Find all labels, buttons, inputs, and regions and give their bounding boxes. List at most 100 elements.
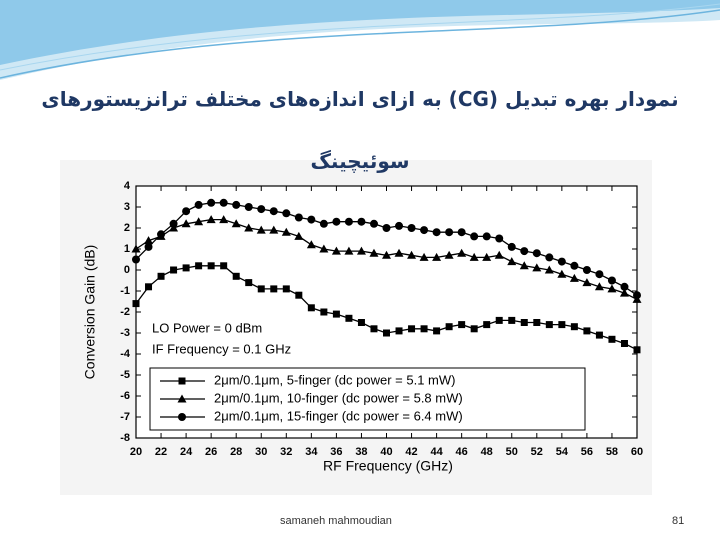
legend-marker: [178, 413, 186, 421]
marker: [470, 325, 478, 333]
marker: [132, 300, 140, 308]
legend-label: 2μm/0.1μm, 5-finger (dc power = 5.1 mW): [214, 372, 455, 387]
legend-label: 2μm/0.1μm, 10-finger (dc power = 5.8 mW): [214, 390, 463, 405]
marker: [282, 209, 291, 218]
marker: [544, 265, 554, 274]
marker: [219, 215, 229, 224]
marker: [482, 252, 492, 261]
marker: [607, 276, 616, 285]
legend: [149, 367, 586, 431]
marker: [582, 266, 591, 274]
marker: [483, 321, 491, 329]
marker: [457, 228, 466, 237]
x-tick-label: 40: [380, 446, 392, 458]
x-tick-label: 58: [606, 446, 618, 458]
y-tick-label: -1: [120, 285, 130, 297]
x-tick-label: 54: [556, 446, 569, 458]
marker: [583, 327, 591, 335]
marker: [370, 325, 378, 333]
marker: [620, 340, 628, 347]
marker: [257, 285, 265, 293]
x-tick-label: 24: [180, 446, 193, 458]
marker: [307, 215, 316, 224]
marker: [182, 264, 190, 272]
x-tick-label: 50: [506, 446, 518, 458]
y-tick-label: 3: [124, 201, 130, 213]
marker: [594, 282, 604, 291]
marker: [420, 226, 429, 235]
marker: [357, 217, 366, 226]
marker: [633, 346, 641, 354]
marker: [144, 242, 153, 251]
marker: [344, 217, 353, 226]
x-tick-label: 28: [230, 446, 242, 458]
marker: [294, 231, 304, 240]
marker: [269, 225, 279, 234]
marker: [332, 217, 341, 226]
footer: samaneh mahmoudian: [280, 515, 392, 527]
marker: [219, 198, 228, 207]
y-tick-label: 2: [124, 222, 130, 234]
x-tick-label: 32: [280, 446, 292, 458]
marker: [182, 207, 191, 216]
marker: [457, 248, 467, 257]
marker: [382, 250, 391, 259]
x-tick-label: 56: [581, 446, 593, 458]
marker: [619, 288, 629, 297]
annotation: IF Frequency = 0.1 GHz: [152, 341, 291, 356]
y-tick-label: -4: [120, 348, 131, 360]
marker: [331, 246, 341, 255]
marker: [533, 319, 541, 326]
marker: [432, 228, 441, 237]
marker: [532, 263, 542, 272]
y-tick-label: -6: [120, 390, 130, 402]
marker: [382, 224, 391, 232]
marker: [232, 272, 240, 280]
marker: [495, 234, 504, 243]
marker: [520, 247, 529, 256]
marker: [306, 240, 316, 249]
marker: [595, 331, 603, 339]
marker: [545, 253, 554, 262]
y-tick-label: 1: [124, 243, 130, 255]
marker: [395, 221, 404, 230]
x-tick-label: 34: [305, 446, 318, 458]
marker: [444, 250, 454, 259]
marker: [408, 325, 416, 333]
x-tick-label: 26: [205, 446, 217, 458]
marker: [170, 266, 178, 274]
marker: [558, 321, 566, 329]
marker: [244, 203, 253, 211]
marker: [407, 224, 416, 232]
marker: [281, 227, 291, 236]
marker: [433, 327, 441, 335]
marker: [307, 304, 315, 312]
marker: [595, 270, 604, 279]
marker: [445, 228, 454, 237]
marker: [532, 249, 541, 258]
marker: [608, 335, 616, 343]
marker: [332, 310, 340, 318]
y-tick-label: -8: [120, 432, 130, 444]
marker: [195, 262, 203, 270]
marker: [508, 316, 516, 324]
marker: [245, 279, 253, 287]
x-axis-label: RF Frequency (GHz): [323, 458, 453, 474]
x-tick-label: 36: [330, 446, 342, 458]
y-axis-label: Conversion Gain (dB): [82, 245, 98, 380]
marker: [194, 200, 203, 209]
marker: [420, 325, 428, 333]
marker: [482, 232, 491, 241]
marker: [132, 255, 140, 264]
marker: [369, 248, 379, 257]
marker: [232, 200, 241, 209]
marker: [607, 284, 617, 293]
marker: [519, 261, 529, 270]
page-number: 81: [672, 515, 685, 527]
marker: [257, 205, 266, 214]
marker: [394, 248, 404, 257]
marker: [319, 244, 329, 253]
marker: [395, 327, 403, 335]
